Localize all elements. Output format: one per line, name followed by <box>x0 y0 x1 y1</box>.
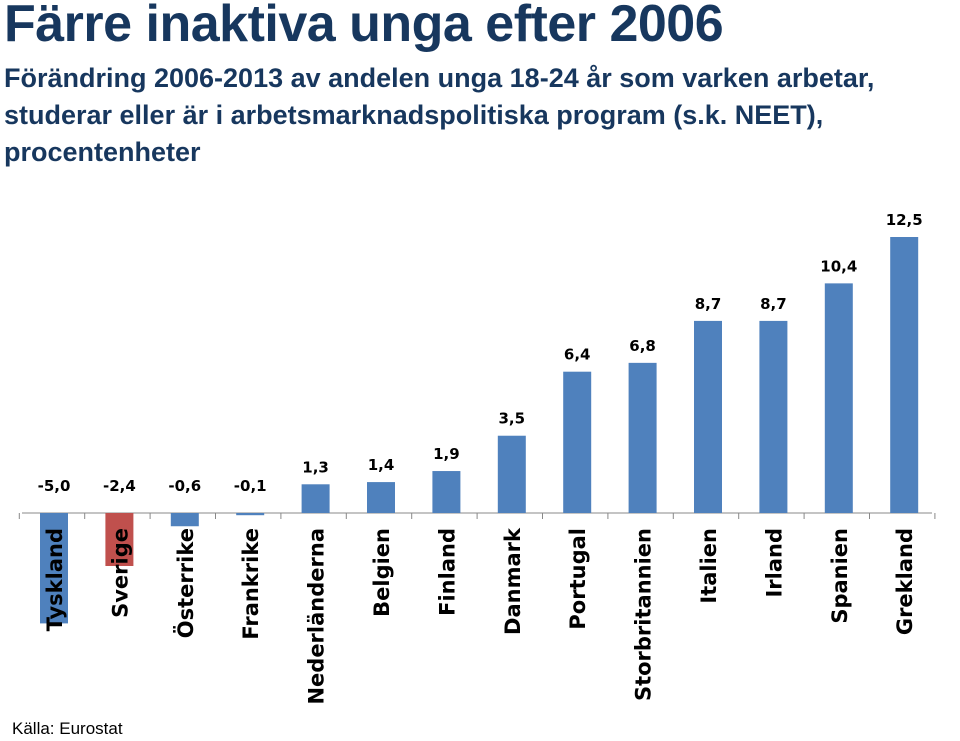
value-label: -0,6 <box>168 477 201 495</box>
value-label: 8,7 <box>695 295 722 313</box>
bar-belgien <box>367 482 395 513</box>
bar-italien <box>694 320 722 513</box>
value-label: -2,4 <box>103 477 136 495</box>
bar-grekland <box>890 237 919 513</box>
bar-tyskland <box>40 513 68 624</box>
category-label: Danmark <box>501 527 525 635</box>
category-label: Grekland <box>893 528 917 635</box>
category-label: Finland <box>435 528 459 616</box>
value-label: 8,7 <box>760 295 787 313</box>
value-label: -5,0 <box>38 477 71 495</box>
bar-nederländerna <box>301 484 330 513</box>
value-label: 6,4 <box>564 346 591 364</box>
value-label: 12,5 <box>886 211 923 229</box>
bar-irland <box>759 320 788 513</box>
value-label: 6,8 <box>629 337 656 355</box>
category-label: Irland <box>762 528 786 598</box>
value-label: 1,4 <box>368 456 395 474</box>
value-label: 10,4 <box>820 257 857 275</box>
category-label: Österrike <box>173 528 198 638</box>
value-label: 1,3 <box>302 458 329 476</box>
bar-portugal <box>563 371 592 513</box>
category-label: Spanien <box>828 528 852 624</box>
chart-subtitle: Förändring 2006-2013 av andelen unga 18-… <box>4 63 875 167</box>
bar-danmark <box>497 435 526 513</box>
bar-storbritannien <box>628 362 657 513</box>
bar-sverige <box>105 513 134 566</box>
bar-spanien <box>824 283 853 513</box>
value-label: 1,9 <box>433 445 460 463</box>
value-label: -0,1 <box>234 477 267 495</box>
category-label: Nederländerna <box>305 528 329 705</box>
value-label: 3,5 <box>499 410 526 428</box>
bar-frankrike <box>236 513 265 516</box>
category-label: Sverige <box>108 528 132 618</box>
bar-österrike <box>170 513 199 527</box>
category-label: Storbritannien <box>632 528 656 701</box>
source-note: Källa: Eurostat <box>12 719 123 738</box>
bar-finland <box>432 471 461 513</box>
chart-title: Färre inaktiva unga efter 2006 <box>4 0 724 53</box>
category-label: Belgien <box>370 528 394 617</box>
category-label: Tyskland <box>43 528 67 631</box>
category-label: Portugal <box>566 528 590 630</box>
category-label: Italien <box>697 528 721 604</box>
category-label: Frankrike <box>239 528 263 640</box>
